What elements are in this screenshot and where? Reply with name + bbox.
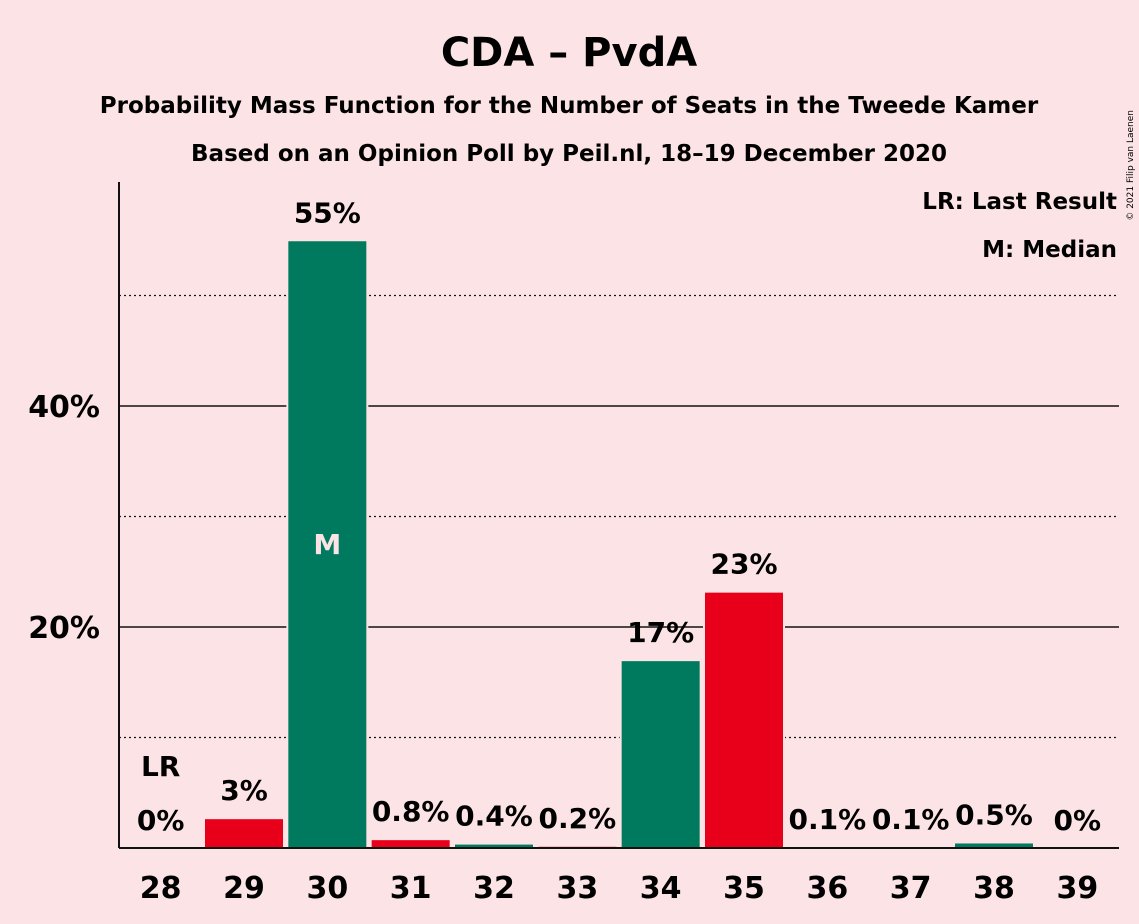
x-tick-label: 37 [890, 871, 932, 906]
value-label: 0.5% [955, 798, 1033, 831]
value-label: 0% [137, 804, 185, 837]
bar-seats-29 [203, 817, 285, 849]
last-result-marker: LR [141, 750, 180, 783]
x-tick-label: 30 [306, 871, 348, 906]
x-tick-label: 34 [640, 871, 682, 906]
median-marker: M [313, 528, 341, 561]
x-tick-label: 38 [973, 871, 1015, 906]
bar-seats-35 [703, 590, 785, 849]
value-label: 0.2% [539, 802, 617, 835]
y-axis: 20% 40% [28, 390, 100, 646]
x-tick-label: 33 [556, 871, 598, 906]
value-labels: 0%LR3%55%M0.8% 0.4% 0.2%17%23%0.1% 0.1% 0.5%… [137, 196, 1101, 837]
legend-last-result: LR: Last Result [922, 189, 1117, 215]
x-tick-label: 36 [806, 871, 848, 906]
x-tick-label: 39 [1056, 871, 1098, 906]
bar-seats-34 [619, 659, 702, 850]
y-tick-label: 40% [28, 390, 100, 425]
x-tick-label: 31 [390, 871, 432, 906]
gridlines [119, 294, 1119, 739]
x-tick-label: 28 [140, 871, 182, 906]
value-label: 17% [627, 616, 694, 649]
chart-subtitle-1: Probability Mass Function for the Number… [100, 93, 1039, 119]
chart-subtitle-2: Based on an Opinion Poll by Peil.nl, 18–… [191, 141, 947, 167]
x-axis: 28 29 30 31 32 33 34 35 36 37 38 39 [140, 871, 1098, 906]
y-tick-label: 20% [28, 611, 100, 646]
value-label: 0.8% [372, 795, 450, 828]
x-tick-label: 29 [223, 871, 265, 906]
legend-median: M: Median [982, 237, 1117, 263]
value-label: 0% [1054, 804, 1102, 837]
value-label: 0.1% [789, 803, 867, 836]
x-tick-label: 32 [473, 871, 515, 906]
value-label: 55% [294, 196, 361, 229]
copyright: © 2021 Filip van Laenen [1126, 110, 1136, 221]
chart-title: CDA – PvdA [441, 30, 697, 76]
bar-seats-31 [369, 838, 452, 849]
value-label: 3% [220, 774, 268, 807]
value-label: 0.1% [872, 803, 950, 836]
value-label: 0.4% [455, 800, 533, 833]
x-tick-label: 35 [723, 871, 765, 906]
value-label: 23% [710, 548, 777, 581]
